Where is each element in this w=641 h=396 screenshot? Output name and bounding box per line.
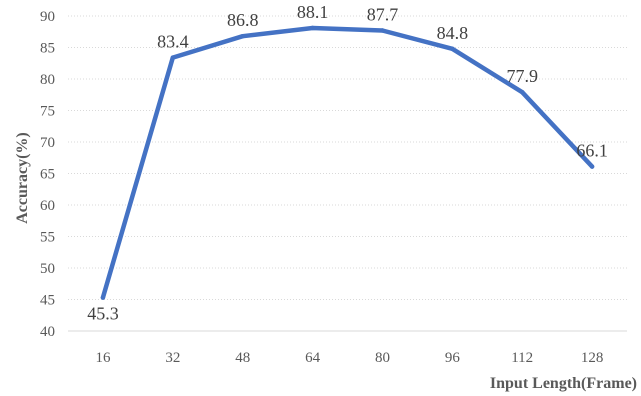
y-tick-label: 90 (40, 9, 55, 25)
data-point (170, 55, 176, 60)
x-tick-labels: 16 32 48 64 80 96 112 128 (95, 350, 603, 366)
data-label: 88.1 (297, 2, 329, 22)
y-tick-label: 45 (40, 293, 55, 309)
data-label: 77.9 (506, 66, 538, 86)
data-point (380, 28, 385, 33)
data-point (589, 164, 595, 169)
data-label: 66.1 (576, 141, 608, 161)
y-tick-label: 50 (40, 261, 55, 277)
data-point (100, 295, 106, 300)
x-axis-label: Input Length(Frame) (490, 375, 637, 392)
y-axis-label: Accuracy(%) (14, 132, 31, 224)
y-tick-label: 55 (40, 230, 55, 246)
x-tick-label: 112 (511, 350, 533, 366)
x-tick-label: 32 (165, 350, 180, 366)
data-label: 86.8 (227, 10, 259, 30)
y-tick-label: 80 (40, 72, 55, 88)
data-point (310, 25, 315, 31)
data-point (519, 90, 525, 95)
gridlines (68, 15, 627, 332)
x-tick-label: 80 (375, 350, 390, 366)
data-label: 87.7 (367, 4, 399, 24)
x-tick-label: 96 (445, 350, 461, 366)
y-tick-label: 60 (40, 198, 55, 214)
series-group (100, 25, 595, 300)
y-tick-label: 65 (40, 167, 55, 183)
data-label: 83.4 (157, 32, 189, 52)
data-label: 45.3 (87, 304, 119, 324)
y-tick-label: 75 (40, 104, 55, 120)
x-tick-label: 16 (95, 350, 111, 366)
x-tick-label: 64 (305, 350, 321, 366)
y-tick-label: 85 (40, 41, 55, 57)
data-labels: 45.3 83.4 86.8 88.1 87.7 84.8 77.9 66.1 (87, 2, 608, 324)
data-point (450, 46, 455, 51)
x-tick-label: 128 (581, 350, 604, 366)
y-tick-label: 70 (40, 135, 55, 151)
y-tick-labels: 40 45 50 55 60 65 70 75 80 85 90 (40, 9, 55, 340)
data-label: 84.8 (437, 23, 469, 43)
y-tick-label: 40 (40, 324, 55, 340)
data-point (240, 33, 245, 39)
series-line (100, 25, 595, 300)
x-tick-label: 48 (235, 350, 250, 366)
